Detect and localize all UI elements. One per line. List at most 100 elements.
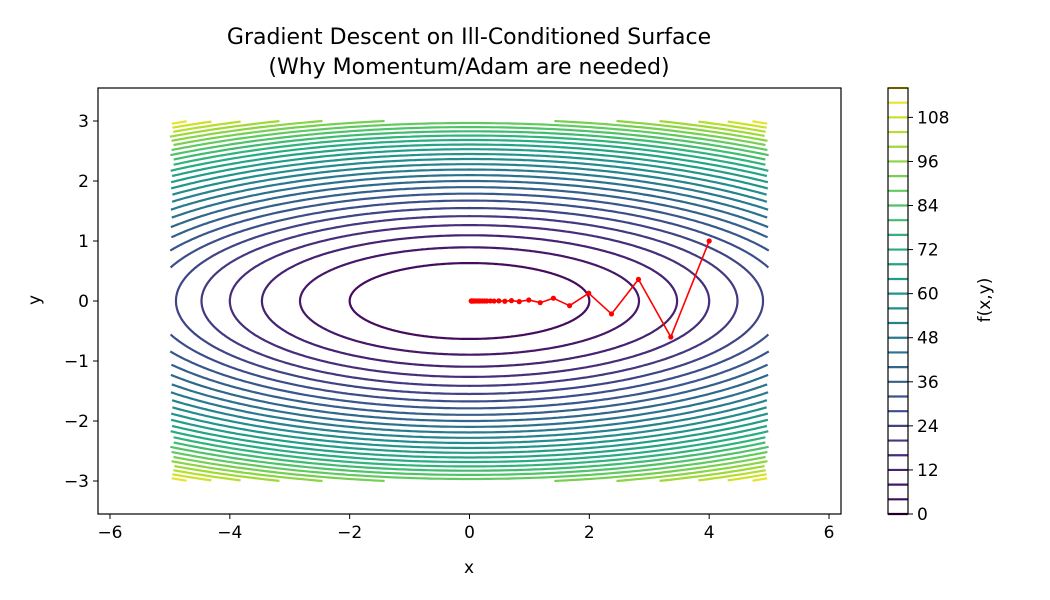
x-tick-label: −6 <box>97 523 122 543</box>
descent-point-0 <box>706 238 712 244</box>
contour-level-112 <box>752 477 768 482</box>
contour-level-24 <box>174 206 765 396</box>
colorbar-tick-label: 84 <box>917 197 939 217</box>
contour-level-68 <box>171 424 768 459</box>
colorbar-tick-label: 12 <box>917 461 939 481</box>
contour-level-40 <box>170 373 769 423</box>
contour-level-16 <box>228 224 711 378</box>
x-tick-label: 2 <box>584 523 595 543</box>
contour-level-80 <box>173 441 766 472</box>
y-axis-label: y <box>25 295 45 305</box>
contour-level-52 <box>171 399 768 439</box>
descent-point-29 <box>468 298 474 304</box>
contour-level-112 <box>752 120 768 125</box>
contour-level-12 <box>260 234 679 368</box>
descent-path <box>468 238 712 340</box>
contour-level-76 <box>173 134 766 166</box>
x-tick-label: 6 <box>824 523 835 543</box>
contour-level-96 <box>616 460 768 483</box>
contour-level-108 <box>727 120 767 129</box>
contour-level-84 <box>170 445 769 476</box>
contour-level-104 <box>173 469 241 482</box>
colorbar-tick-label: 48 <box>917 329 939 349</box>
x-tick-label: −2 <box>337 523 362 543</box>
descent-point-2 <box>635 276 642 282</box>
contour-level-68 <box>171 143 768 178</box>
contour-level-44 <box>171 383 768 428</box>
colorbar-ticks: 0 12 24 36 48 60 72 84 96 108 <box>908 108 949 525</box>
contour-level-48 <box>170 168 769 211</box>
chart-title: Gradient Descent on Ill-Conditioned Surf… <box>227 25 711 50</box>
contour-level-32 <box>169 350 770 410</box>
descent-point-4 <box>586 290 592 296</box>
contour-level-4 <box>348 262 591 340</box>
contour-level-108 <box>727 473 767 482</box>
colorbar-tick-label: 96 <box>917 152 939 172</box>
contour-level-100 <box>169 120 280 138</box>
contour-level-72 <box>170 138 769 172</box>
contour-level-92 <box>173 119 385 147</box>
contour-level-100 <box>174 465 280 482</box>
descent-point-9 <box>516 299 522 305</box>
descent-point-7 <box>537 300 543 306</box>
descent-point-3 <box>608 311 615 317</box>
y-tick-label: −3 <box>64 472 89 492</box>
contour-level-104 <box>698 120 766 133</box>
contour-level-112 <box>171 120 187 125</box>
colorbar-tick-label: 108 <box>917 108 949 128</box>
x-axis-ticks: −6 −4 −2 0 2 4 6 <box>97 514 834 543</box>
contour-level-84 <box>170 126 769 157</box>
contour-level-36 <box>170 186 769 239</box>
contour-level-40 <box>170 179 769 229</box>
contour-level-100 <box>659 120 765 137</box>
x-axis-label: x <box>464 558 474 578</box>
contour-level-108 <box>172 120 212 129</box>
contour-level-8 <box>298 246 641 356</box>
contour-level-104 <box>698 469 766 482</box>
colorbar-tick-label: 0 <box>917 505 928 525</box>
contour-level-96 <box>616 119 768 142</box>
contour-level-64 <box>170 418 769 454</box>
contour-level-88 <box>171 121 768 152</box>
contour-level-20 <box>200 214 739 388</box>
contour-level-108 <box>172 473 212 482</box>
contour-level-48 <box>170 391 769 434</box>
x-tick-label: 4 <box>704 523 715 543</box>
descent-point-1 <box>668 334 674 340</box>
colorbar-frame <box>887 87 909 515</box>
contour-level-60 <box>170 412 769 450</box>
contour-level-32 <box>169 192 770 252</box>
y-tick-label: 2 <box>78 172 89 192</box>
colorbar-tick-label: 24 <box>917 417 939 437</box>
contour-level-92 <box>173 455 385 483</box>
y-tick-label: −2 <box>64 412 89 432</box>
descent-point-12 <box>496 298 502 304</box>
contour-level-92 <box>554 119 766 147</box>
contour-level-36 <box>170 363 769 416</box>
contour-level-100 <box>659 465 765 482</box>
y-tick-label: 1 <box>78 232 89 252</box>
colorbar-tick-label: 60 <box>917 285 939 305</box>
contour-level-56 <box>172 406 767 445</box>
contour-level-96 <box>171 460 323 483</box>
descent-point-8 <box>526 297 532 303</box>
colorbar-label: f(x,y) <box>975 278 995 323</box>
x-tick-label: −4 <box>217 523 242 543</box>
contour-level-92 <box>554 455 766 483</box>
descent-point-10 <box>508 298 515 304</box>
y-tick-label: 0 <box>78 292 89 312</box>
contour-level-28 <box>169 199 770 269</box>
y-axis-ticks: −3 −2 −1 0 1 2 3 <box>64 112 98 492</box>
contour-level-52 <box>171 163 768 203</box>
contour-level-64 <box>170 148 769 184</box>
contour-level-76 <box>173 436 766 468</box>
descent-point-14 <box>487 298 494 304</box>
colorbar-tick-label: 36 <box>917 373 939 393</box>
contour-level-112 <box>171 477 187 482</box>
contour-level-28 <box>169 333 770 403</box>
contour-level-44 <box>171 174 768 219</box>
contour-level-80 <box>173 130 766 161</box>
contour-level-96 <box>171 119 323 142</box>
contour-level-104 <box>173 120 241 133</box>
